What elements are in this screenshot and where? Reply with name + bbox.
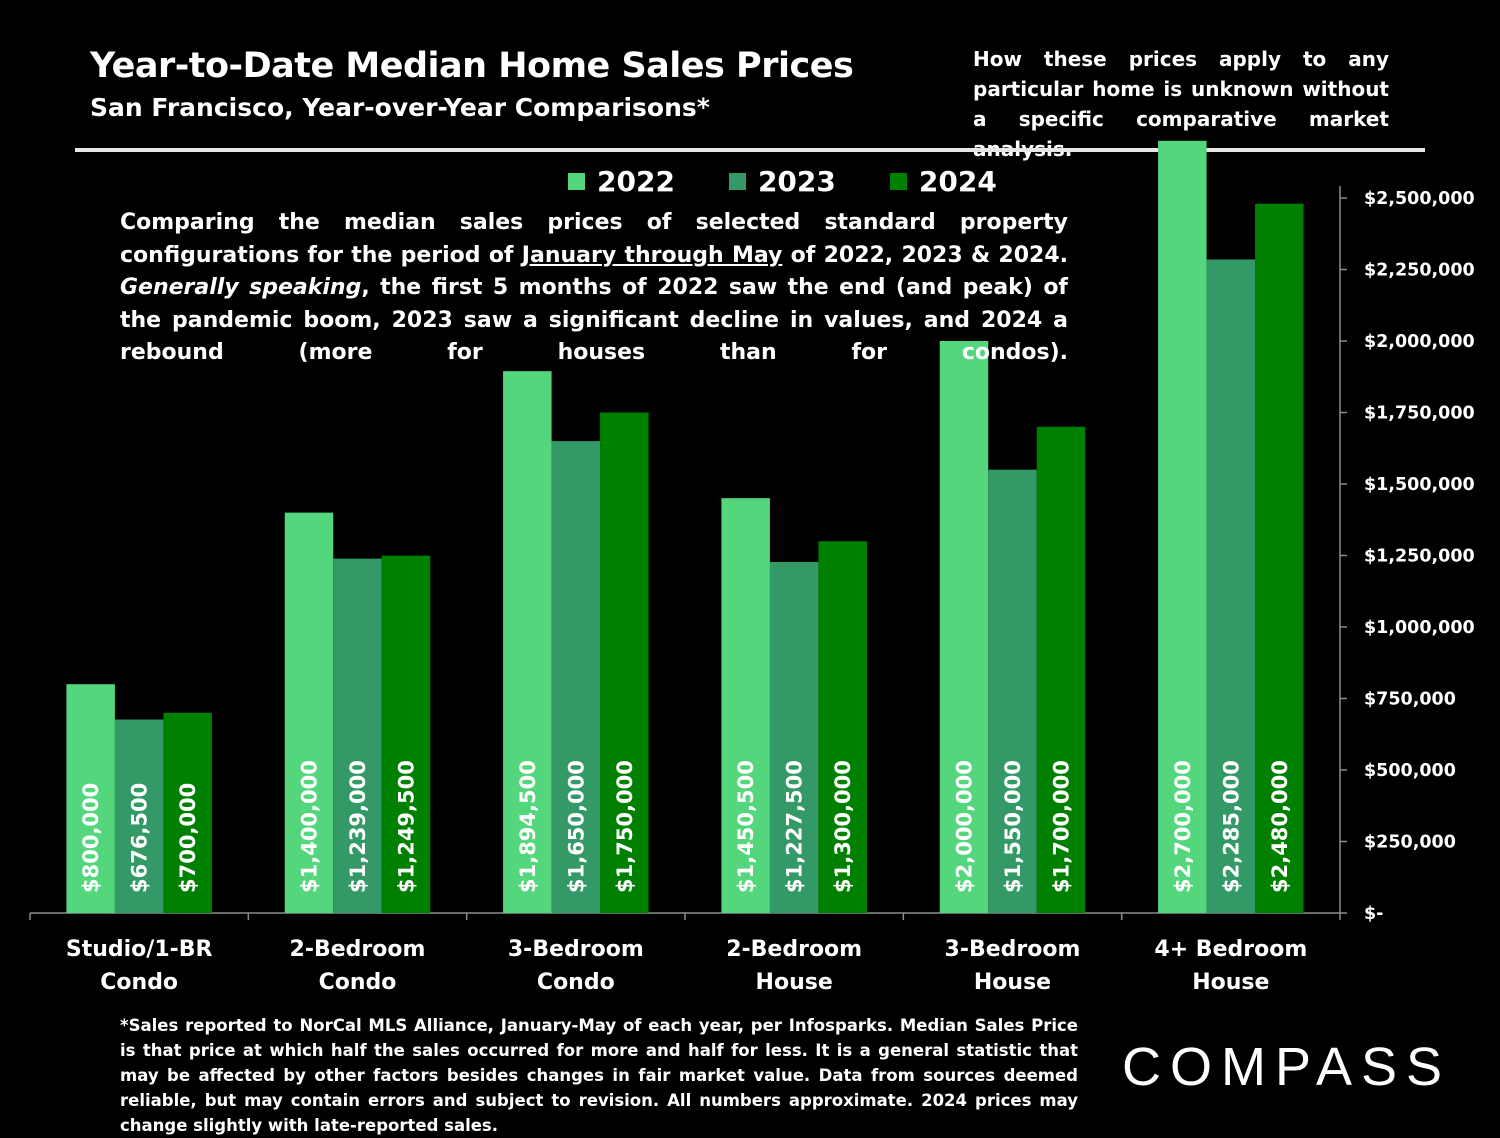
title-divider	[75, 148, 1425, 152]
bar-2023	[988, 469, 1037, 913]
bar-value-label: $1,650,000	[564, 760, 588, 893]
bar-value-label: $2,000,000	[953, 760, 977, 893]
category-label: 2-Bedroom	[726, 937, 862, 962]
bar-2023	[1206, 259, 1256, 913]
bar-value-label: $800,000	[79, 783, 103, 893]
bar-value-label: $1,550,000	[1001, 760, 1025, 893]
legend: 2022 2023 2024	[568, 165, 1051, 198]
bar-2023	[114, 719, 164, 913]
bar-2024	[818, 541, 867, 913]
bar-2023	[333, 558, 382, 913]
y-tick-label: $2,250,000	[1364, 261, 1475, 281]
bar-value-label: $2,700,000	[1171, 760, 1195, 893]
category-label: House	[756, 970, 833, 995]
category-label: 4+ Bedroom	[1154, 937, 1307, 962]
bar-value-label: $1,300,000	[831, 760, 855, 893]
legend-item-2022: 2022	[568, 165, 675, 198]
description-part1: Comparing the median sales prices of sel…	[120, 210, 1068, 268]
legend-label-2022: 2022	[597, 165, 675, 198]
bar-2022	[721, 498, 770, 913]
footnote: *Sales reported to NorCal MLS Alliance, …	[120, 1016, 1078, 1135]
legend-swatch-2024	[889, 173, 907, 190]
bar-2024	[1255, 203, 1304, 914]
y-tick-label: $500,000	[1364, 761, 1456, 781]
category-label: Condo	[319, 970, 397, 995]
bar-value-label: $700,000	[176, 783, 200, 893]
category-label: 3-Bedroom	[945, 937, 1081, 962]
legend-item-2023: 2023	[728, 165, 836, 198]
bar-2022	[939, 341, 989, 913]
y-tick-label: $2,500,000	[1364, 189, 1475, 209]
bar-value-label: $2,285,000	[1219, 760, 1243, 893]
category-label: House	[974, 970, 1051, 995]
bar-2022	[1158, 140, 1207, 914]
bar-value-label: $1,700,000	[1050, 760, 1074, 893]
legend-swatch-2023	[728, 173, 746, 190]
y-tick-label: $1,500,000	[1364, 475, 1475, 495]
description-part2: of 2022, 2023 & 2024.	[782, 242, 1068, 268]
chart-subtitle: San Francisco, Year-over-Year Comparison…	[90, 93, 710, 122]
category-label: 3-Bedroom	[508, 937, 644, 962]
description-emphasis: Generally speaking	[120, 275, 362, 300]
bar-2024	[1036, 426, 1086, 913]
bar-2024	[600, 412, 649, 913]
bar-value-label: $1,750,000	[613, 760, 637, 893]
bar-2022	[284, 512, 334, 913]
bar-value-label: $1,249,500	[395, 760, 419, 893]
bar-value-label: $676,500	[128, 783, 152, 893]
bar-value-label: $2,480,000	[1268, 760, 1292, 893]
bar-value-label: $1,239,000	[346, 760, 370, 893]
category-label: Condo	[537, 970, 615, 995]
bar-2022	[503, 371, 552, 914]
legend-label-2023: 2023	[757, 165, 836, 198]
description-period: January through May	[521, 242, 783, 268]
legend-label-2024: 2024	[918, 165, 997, 198]
y-tick-label: $750,000	[1364, 690, 1456, 710]
compass-logo: COMPASS	[1122, 1037, 1452, 1097]
bar-value-label: $1,227,500	[783, 760, 807, 893]
y-tick-label: $250,000	[1364, 833, 1456, 853]
bar-2022	[66, 684, 115, 913]
category-label: Condo	[100, 970, 178, 995]
description-part3: , the first 5 months of 2022 saw the end…	[120, 275, 1068, 365]
bar-2023	[551, 441, 601, 913]
y-tick-label: $1,250,000	[1364, 547, 1475, 567]
category-label: 2-Bedroom	[290, 937, 426, 962]
category-label: House	[1192, 970, 1269, 995]
y-tick-label: $1,750,000	[1364, 404, 1475, 424]
category-label: Studio/1-BR	[66, 937, 213, 962]
bar-value-label: $1,894,500	[516, 760, 540, 893]
legend-item-2024: 2024	[889, 165, 997, 198]
bar-value-label: $1,400,000	[298, 760, 322, 893]
legend-swatch-2022	[568, 173, 585, 190]
bar-2023	[769, 561, 819, 913]
y-tick-label: $2,000,000	[1364, 332, 1475, 352]
y-tick-label: $1,000,000	[1364, 618, 1475, 638]
bar-value-label: $1,450,500	[734, 760, 758, 893]
chart-description: Comparing the median sales prices of sel…	[120, 207, 1068, 370]
bar-2024	[381, 555, 431, 913]
bar-2024	[163, 712, 212, 913]
y-tick-label: $-	[1364, 904, 1383, 924]
chart-title: Year-to-Date Median Home Sales Prices	[90, 46, 854, 86]
